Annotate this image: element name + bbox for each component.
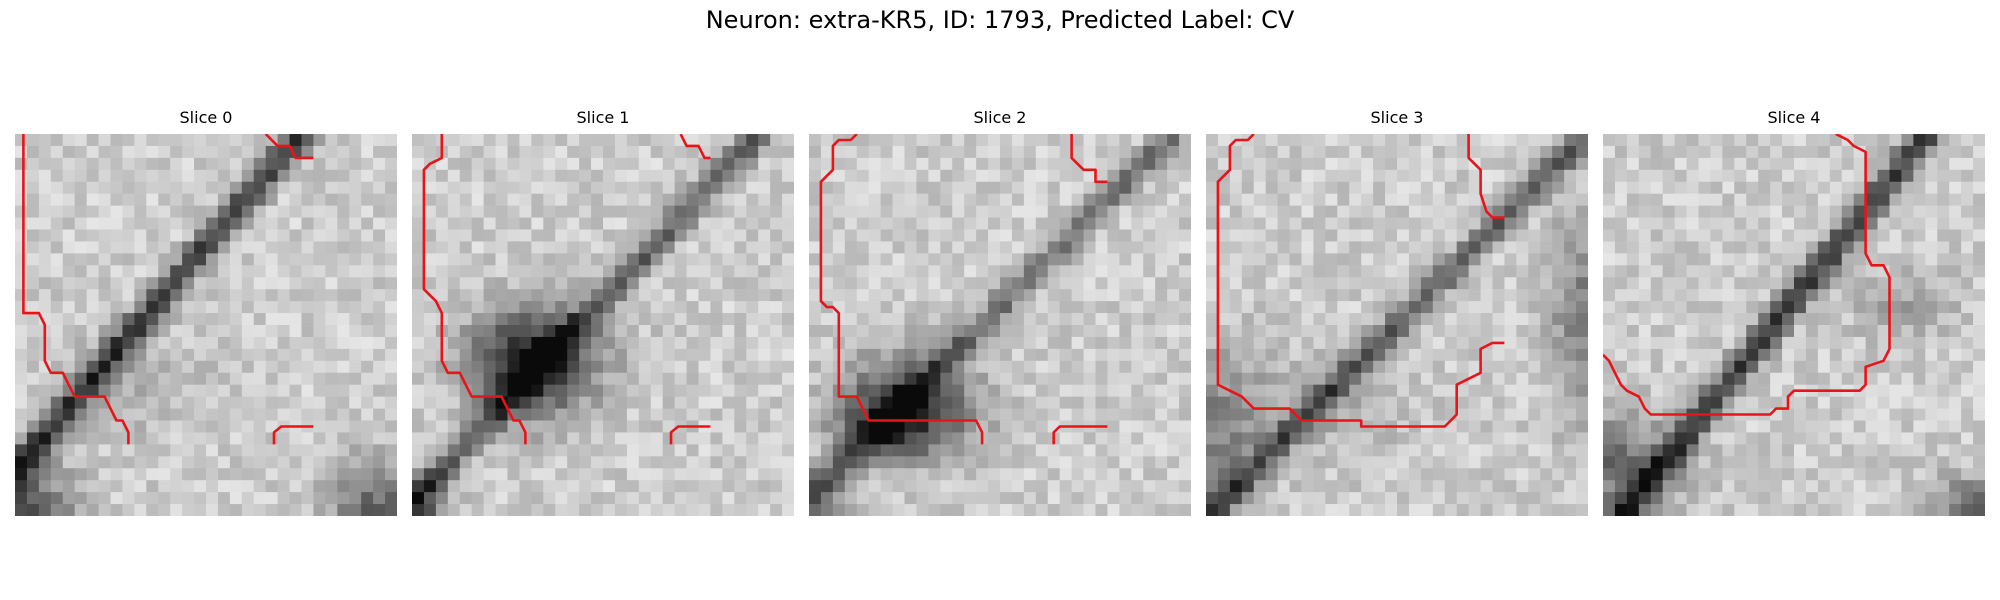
segmentation-contour: [1603, 134, 1891, 416]
segmentation-contour: [1467, 134, 1505, 219]
slice-title: Slice 0: [179, 108, 233, 127]
slice-image: [809, 134, 1191, 516]
segmentation-contour: [669, 425, 711, 445]
segmentation-contour: [422, 134, 527, 445]
segmentation-contour: [22, 134, 130, 445]
segmentation-contour: [1070, 134, 1108, 184]
segmentation-contour: [272, 425, 314, 445]
segmentation-contour: [819, 134, 984, 445]
segmentation-contour: [1216, 134, 1505, 428]
pixel-grid: [1603, 134, 1985, 516]
slice-image: [1603, 134, 1985, 516]
slice-svg: [412, 134, 794, 516]
slice-title: Slice 1: [576, 108, 630, 127]
slice-image: [15, 134, 397, 516]
pixel-grid: [15, 134, 397, 516]
slice-image: [1206, 134, 1588, 516]
pixel-grid: [1206, 134, 1588, 516]
slice-image: [412, 134, 794, 516]
figure-title: Neuron: extra-KR5, ID: 1793, Predicted L…: [705, 6, 1295, 34]
pixel-grid: [412, 134, 794, 516]
slice-svg: [15, 134, 397, 516]
pixel-grid: [809, 134, 1191, 516]
slice-svg: [809, 134, 1191, 516]
slice-title: Slice 3: [1370, 108, 1424, 127]
slice-title: Slice 2: [973, 108, 1027, 127]
slice-svg: [1603, 134, 1985, 516]
segmentation-contour: [264, 134, 314, 160]
segmentation-contour: [679, 134, 711, 160]
slice-title: Slice 4: [1767, 108, 1821, 127]
segmentation-contour: [1052, 425, 1108, 445]
slice-svg: [1206, 134, 1588, 516]
